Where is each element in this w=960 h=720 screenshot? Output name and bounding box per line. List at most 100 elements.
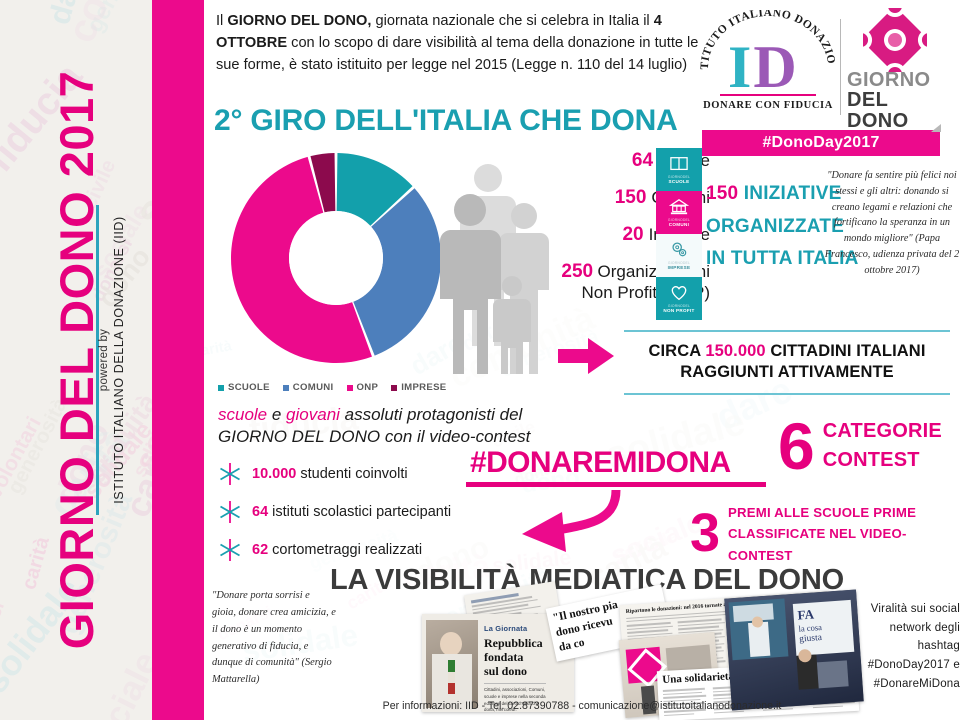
people-silhouettes-icon xyxy=(440,164,549,374)
gdd-logo-line2: DEL DONO xyxy=(847,89,909,132)
premi-number: 3 xyxy=(690,503,721,564)
donut-slice-onp xyxy=(231,156,372,363)
donoday-hashtag-ribbon: #DonoDay2017 xyxy=(702,124,941,156)
viral-line1: Viralità sui social xyxy=(870,603,960,615)
donoday-hashtag-text: #DonoDay2017 xyxy=(762,134,880,151)
gears-icon xyxy=(672,242,687,257)
powered-by-label: powered by xyxy=(98,328,110,392)
book-icon xyxy=(670,157,688,171)
cittadini-line1: CIRCA 150.000 CITTADINI ITALIANI xyxy=(624,341,950,362)
donut-slice-imprese xyxy=(310,153,336,213)
mattarella-quote: "Donare porta sorrisi e gioia, donare cr… xyxy=(212,590,336,686)
stat-number: 64 xyxy=(631,150,654,171)
cittadini-post: CITTADINI ITALIANI xyxy=(765,342,926,360)
badge-non-profit: GIORNODEL NON PROFIT xyxy=(656,277,702,320)
curved-arrow-icon xyxy=(522,489,621,552)
bullet-item: 10.000 studenti coinvolti xyxy=(218,455,518,493)
bullet-label: istituti scolastici partecipanti xyxy=(268,504,452,520)
legend-item-comuni: COMUNI xyxy=(282,382,334,393)
clipping-title-3: sul dono xyxy=(484,663,528,678)
badge-scuole: GIORNODEL SCUOLE xyxy=(656,148,702,191)
bullet-item: 64 istituti scolastici partecipanti xyxy=(218,493,518,531)
chart-legend: SCUOLE COMUNI ONP IMPRESE xyxy=(218,382,458,393)
press-clippings: La Giornata Repubblica fondata sul dono … xyxy=(322,581,864,720)
badge-column: GIORNODEL SCUOLE GIORNODEL COMUNI GIORNODEL I… xyxy=(656,148,702,320)
iid-tagline: DONARE CON FIDUCIA xyxy=(703,100,833,111)
viral-note: Viralità sui social network degli hashta… xyxy=(852,600,960,693)
categorie-contest-block: 6 CATEGORIE CONTEST xyxy=(778,413,942,479)
badge-sub: GIORNODEL xyxy=(667,218,691,222)
badge-title: SCUOLE xyxy=(668,179,690,184)
clipping-fa-3: giusta xyxy=(798,633,823,645)
title-divider-rule xyxy=(96,205,99,515)
left-banner: generositàsocialegenerositàdonosolidalec… xyxy=(0,0,152,720)
categorie-label: CATEGORIE xyxy=(822,420,942,443)
bullet-text: 64 istituti scolastici partecipanti xyxy=(252,504,451,520)
badge-sub: GIORNODEL xyxy=(667,261,691,265)
iid-letter-d: D xyxy=(753,33,797,100)
premi-block: 3 PREMI ALLE SCUOLE PRIME CLASSIFICATE N… xyxy=(690,502,960,566)
intro-strong-2: 4 OTTOBRE xyxy=(216,13,662,52)
clipping-repubblica: La Giornata Repubblica fondata sul dono … xyxy=(422,614,574,712)
clipping-fa-la-cosa-giusta: FA la cosa giusta xyxy=(724,589,864,711)
legend-item-onp: ONP xyxy=(346,382,379,393)
badge-title: NON PROFIT xyxy=(663,308,695,313)
scuole-word: scuole xyxy=(218,405,268,424)
clipping-fa-2: la cosa xyxy=(798,622,823,634)
donaremidona-underline xyxy=(466,482,766,487)
clipping-fa-1: FA xyxy=(797,606,815,623)
legend-item-imprese: IMPRESE xyxy=(391,382,446,393)
giro-headline: 2° GIRO DELL'ITALIA CHE DONA xyxy=(214,104,678,137)
visibilita-heading: LA VISIBILITÀ MEDIATICA DEL DONO xyxy=(330,564,844,596)
clipping-title-1: Repubblica xyxy=(484,636,543,650)
footer-contact: Per informazioni: IID - Tel. 02.87390788… xyxy=(382,700,782,712)
legend-label: SCUOLE xyxy=(228,382,270,393)
intro-paragraph: Il GIORNO DEL DONO, giornata nazionale c… xyxy=(216,10,702,77)
asterisk-icon xyxy=(220,463,240,485)
vertical-subtitle-wrap: powered by ISTITUTO ITALIANO DELLA DONAZ… xyxy=(72,0,152,720)
badge-sub: GIORNODEL xyxy=(667,175,691,179)
legend-label: ONP xyxy=(356,382,379,393)
iid-arc-text-icon: ISTITUTO ITALIANO DONAZIONE xyxy=(698,10,836,70)
badge-title: IMPRESE xyxy=(667,265,691,270)
asterisk-icon xyxy=(220,539,240,561)
iniziative-line3: IN TUTTA ITALIA xyxy=(706,248,859,270)
pope-quote: "Donare fa sentire più felici noi stessi… xyxy=(824,170,960,276)
iid-logo: ISTITUTO ITALIANO DONAZIONE ID DONARE CO… xyxy=(698,8,838,126)
legend-swatch xyxy=(282,384,289,391)
donaremidona-block: #DONAREMIDONA xyxy=(466,446,766,487)
clipping-body-text: Cittadini, associazioni, Comuni, scuole … xyxy=(484,683,546,712)
badge-title: COMUNI xyxy=(668,222,690,227)
donut-chart xyxy=(226,148,446,378)
bullet-number: 62 xyxy=(252,542,269,558)
clipping-photo-mattarella xyxy=(426,620,478,710)
iniziative-line1: 150 INIZIATIVE xyxy=(706,178,866,211)
cittadini-number: 150.000 xyxy=(705,342,766,360)
legend-swatch xyxy=(218,384,224,391)
badge-sub: GIORNODEL xyxy=(667,304,691,308)
giorno-del-dono-logo: GIORNO DEL DONO xyxy=(847,8,945,131)
clipping-title-2: fondata xyxy=(484,649,524,664)
cittadini-top-rule xyxy=(624,330,950,332)
cittadini-bottom-rule xyxy=(624,392,950,395)
scuole-conj: e xyxy=(267,405,287,424)
scuole-giovani-heading: scuole e giovani assoluti protagonisti d… xyxy=(218,404,538,449)
scuole-line2: GIORNO DEL DONO con il video-contest xyxy=(218,427,531,447)
intro-strong-1: GIORNO DEL DONO, xyxy=(227,13,372,29)
donaremidona-hashtag: #DONAREMIDONA xyxy=(470,446,731,479)
diamond-flower-icon xyxy=(863,8,927,72)
iniziative-word: INIZIATIVE xyxy=(738,183,842,204)
premi-label-line2: CLASSIFICATE NEL VIDEO-CONTEST xyxy=(728,526,907,563)
bullet-item: 62 cortometraggi realizzati xyxy=(218,531,518,569)
bullet-text: 10.000 studenti coinvolti xyxy=(252,466,408,482)
organization-name: ISTITUTO ITALIANO DELLA DONAZIONE (IID) xyxy=(112,216,126,504)
iid-letter-i: I xyxy=(728,33,752,100)
stat-number: 250 xyxy=(561,261,594,282)
pink-accent-band xyxy=(152,0,204,720)
logo-block: ISTITUTO ITALIANO DONAZIONE ID DONARE CO… xyxy=(698,6,950,162)
donut-chart-svg xyxy=(231,153,441,363)
ribbon-fold-shape xyxy=(931,124,941,132)
contest-label: CONTEST xyxy=(822,449,920,472)
viral-line4: #DonoDay2017 e xyxy=(867,658,960,671)
bullet-label: cortometraggi realizzati xyxy=(268,542,423,558)
